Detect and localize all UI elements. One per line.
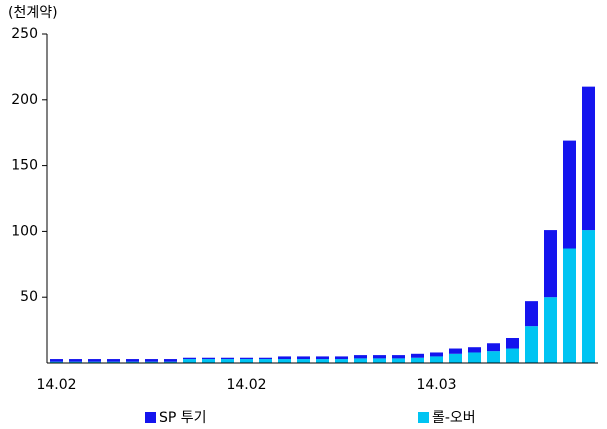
bar-segment bbox=[506, 348, 519, 363]
bar-segment bbox=[240, 357, 253, 360]
bar-segment bbox=[50, 361, 63, 363]
bar-segment bbox=[335, 359, 348, 363]
bar-segment bbox=[487, 351, 500, 363]
bar-segment bbox=[240, 359, 253, 363]
bar-segment bbox=[278, 359, 291, 363]
bar-segment bbox=[563, 140, 576, 249]
y-tick-label: 150 bbox=[11, 158, 38, 174]
bar-segment bbox=[259, 357, 272, 360]
bar-segment bbox=[297, 359, 310, 363]
bar-segment bbox=[145, 359, 158, 362]
bar-segment bbox=[259, 359, 272, 363]
bar-segment bbox=[183, 359, 196, 363]
bar-segment bbox=[449, 348, 462, 354]
bar-segment bbox=[164, 361, 177, 363]
bar-segment bbox=[411, 357, 424, 363]
legend-swatch bbox=[418, 412, 429, 423]
bar-segment bbox=[411, 353, 424, 358]
bar-segment bbox=[544, 297, 557, 363]
bar-segment bbox=[506, 337, 519, 349]
y-tick-label: 200 bbox=[11, 92, 38, 108]
bar-segment bbox=[468, 352, 481, 363]
bar-segment bbox=[183, 357, 196, 360]
bar-segment bbox=[88, 361, 101, 363]
bar-segment bbox=[126, 359, 139, 362]
legend-swatch bbox=[145, 412, 156, 423]
bar-segment bbox=[544, 230, 557, 298]
bar-segment bbox=[582, 86, 595, 231]
bar-segment bbox=[221, 357, 234, 360]
bar-segment bbox=[316, 356, 329, 360]
bar-segment bbox=[145, 361, 158, 363]
x-tick-label: 14.02 bbox=[226, 377, 266, 393]
bar-segment bbox=[202, 359, 215, 363]
bar-segment bbox=[316, 359, 329, 363]
bar-segment bbox=[392, 358, 405, 363]
bar-segment bbox=[392, 355, 405, 359]
bar-segment bbox=[373, 358, 386, 363]
bar-segment bbox=[373, 355, 386, 359]
bar-segment bbox=[449, 353, 462, 363]
bar-segment bbox=[88, 359, 101, 362]
bar-segment bbox=[278, 356, 291, 360]
bar-segment bbox=[468, 347, 481, 353]
y-tick-label: 250 bbox=[11, 26, 38, 42]
x-tick-label: 14.02 bbox=[36, 377, 76, 393]
bar-segment bbox=[50, 359, 63, 362]
x-tick-label: 14.03 bbox=[416, 377, 456, 393]
y-tick-label: 100 bbox=[11, 223, 38, 239]
bar-segment bbox=[335, 356, 348, 360]
y-axis-label: (천계약) bbox=[8, 5, 58, 21]
bar-segment bbox=[430, 352, 443, 357]
bar-segment bbox=[430, 356, 443, 363]
bar-segment bbox=[354, 355, 367, 359]
bar-segment bbox=[69, 361, 82, 363]
y-tick-label: 50 bbox=[20, 289, 38, 305]
bar-segment bbox=[354, 358, 367, 363]
bar-segment bbox=[164, 359, 177, 362]
bar-segment bbox=[582, 230, 595, 363]
bar-segment bbox=[525, 301, 538, 327]
bar-segment bbox=[297, 356, 310, 360]
bar-segment bbox=[525, 326, 538, 363]
bar-segment bbox=[107, 359, 120, 362]
bar-segment bbox=[126, 361, 139, 363]
bar-segment bbox=[107, 361, 120, 363]
bar-segment bbox=[202, 357, 215, 360]
bar-segment bbox=[69, 359, 82, 362]
bar-segment bbox=[487, 343, 500, 352]
bar-segment bbox=[563, 248, 576, 363]
legend-label: 롤-오버 bbox=[432, 410, 476, 426]
legend-label: SP 투기 bbox=[159, 410, 207, 426]
bar-segment bbox=[221, 359, 234, 363]
